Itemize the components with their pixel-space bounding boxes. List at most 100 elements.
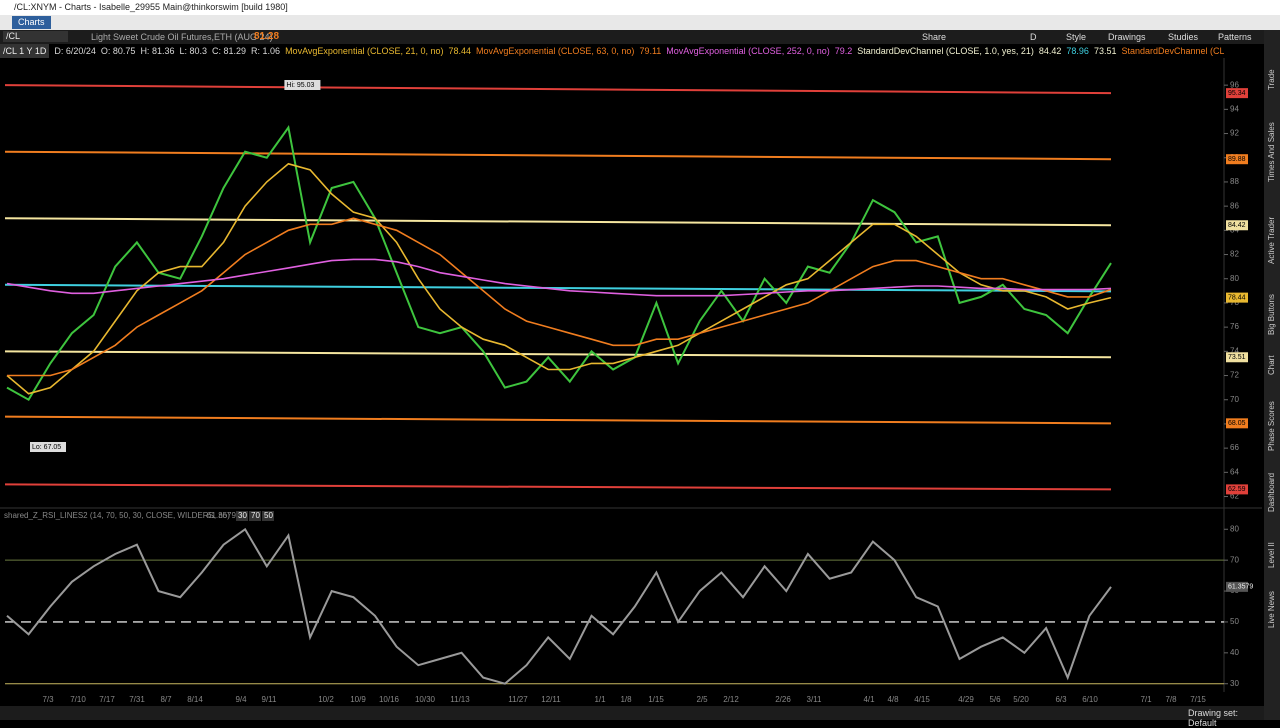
side-tab[interactable]: Dashboard <box>1267 472 1276 512</box>
y-tick-label: 50 <box>1230 617 1239 626</box>
window-title: /CL:XNYM - Charts - Isabelle_29955 Main@… <box>14 2 288 12</box>
y-tick-label: 82 <box>1230 250 1239 259</box>
y-tick-label: 76 <box>1230 322 1239 331</box>
x-tick-label: 11/27 <box>508 695 528 704</box>
y-tick-label: 94 <box>1230 104 1239 113</box>
y-tick-label: 86 <box>1230 201 1239 210</box>
y-tick-label: 70 <box>1230 395 1239 404</box>
side-tab[interactable]: Times And Sales <box>1267 122 1276 182</box>
hi-label-box <box>284 80 321 90</box>
x-tick-label: 10/30 <box>415 695 436 704</box>
price-marker-label: 95.34 <box>1228 90 1246 97</box>
side-tab[interactable]: Trade <box>1267 69 1276 90</box>
header-item: StandardDevChannel (CLOSE, 1.0, yes, 21) <box>857 46 1034 56</box>
header-item: MovAvgExponential (CLOSE, 21, 0, no) <box>285 46 444 56</box>
toolbar-button[interactable]: Drawings <box>1108 32 1146 42</box>
price-marker <box>1226 352 1248 363</box>
channel-line <box>4 415 1112 425</box>
header-item: StandardDevChannel (CLOSE, 2.0, yes, 21) <box>1121 46 1224 56</box>
x-tick-label: 4/8 <box>887 695 899 704</box>
side-tabs: Trade Times And Sales Active Trader Big But… <box>1264 30 1280 720</box>
study-button-label: 70 <box>251 511 260 520</box>
title-bar: /CL:XNYM - Charts - Isabelle_29955 Main@… <box>0 0 1280 15</box>
y-tick-label: 80 <box>1230 274 1239 283</box>
y-tick-label: 70 <box>1230 555 1239 564</box>
x-tick-label: 4/15 <box>914 695 930 704</box>
header-item: D: 6/20/24 <box>54 46 96 56</box>
y-tick-label: 66 <box>1230 443 1239 452</box>
side-tab[interactable]: Phase Scores <box>1267 401 1276 452</box>
side-tab[interactable]: Level II <box>1267 541 1276 568</box>
x-tick-label: 4/29 <box>958 695 974 704</box>
y-tick-label: 80 <box>1230 524 1239 533</box>
toolbar-button[interactable]: Patterns <box>1218 32 1252 42</box>
side-tab[interactable]: Active Trader <box>1267 216 1276 264</box>
x-tick-label: 10/2 <box>318 695 334 704</box>
price-marker-label: 78.44 <box>1228 294 1246 301</box>
x-tick-label: 10/9 <box>350 695 366 704</box>
price-marker <box>1226 292 1248 303</box>
y-tick-label: 88 <box>1230 177 1239 186</box>
x-tick-label: 2/12 <box>723 695 739 704</box>
channel-line <box>4 483 1112 491</box>
side-tab[interactable]: Live News <box>1267 591 1276 629</box>
x-tick-label: 7/15 <box>1190 695 1206 704</box>
side-tab[interactable]: Big Buttons <box>1267 293 1276 335</box>
study-button <box>236 511 248 521</box>
study-header: /CL 1 Y 1D D: 6/20/24 O: 80.75 H: 81.36 L: … <box>0 44 1224 58</box>
x-tick-label: 3/11 <box>807 695 823 704</box>
x-tick-label: 1/15 <box>648 695 664 704</box>
lo-label-box <box>30 442 66 452</box>
moving-average <box>7 217 1112 377</box>
toolbar-button[interactable]: Style <box>1066 32 1087 42</box>
chart-area: 6264666870727476788082848688909294963040… <box>0 58 1262 704</box>
price-marker-label: 84.42 <box>1228 222 1246 229</box>
x-tick-label: 2/26 <box>775 695 791 704</box>
aggregation[interactable]: D <box>1030 32 1037 42</box>
study-value: 61.3579 <box>207 511 236 520</box>
header-item: 84.42 <box>1038 46 1062 56</box>
side-tab[interactable]: Chart <box>1267 355 1276 375</box>
x-tick-label: 4/1 <box>863 695 875 704</box>
header-item: R: 1.06 <box>251 46 281 56</box>
tab-row: Charts <box>0 15 1280 30</box>
drawing-set: Drawing set: Default <box>1188 708 1239 728</box>
channel-line <box>4 350 1112 359</box>
toolbar-button[interactable]: Studies <box>1168 32 1199 42</box>
price-marker-label: 73.51 <box>1228 354 1246 361</box>
study-button-label: 50 <box>264 511 273 520</box>
chart-label: /CL 1 Y 1D <box>0 44 50 58</box>
price-marker-label: 62.59 <box>1228 486 1246 493</box>
x-tick-label: 9/4 <box>235 695 247 704</box>
x-tick-label: 8/14 <box>187 695 203 704</box>
x-tick-label: 2/5 <box>696 695 708 704</box>
x-tick-label: 5/20 <box>1013 695 1029 704</box>
header-item: L: 80.3 <box>179 46 207 56</box>
moving-average <box>6 162 1112 395</box>
x-tick-label: 7/1 <box>1140 695 1152 704</box>
y-tick-label: 62 <box>1230 492 1239 501</box>
channel-line <box>4 84 1112 95</box>
toolbar: /CL Light Sweet Crude Oil Futures,ETH (A… <box>0 30 1264 44</box>
price-marker-label: 61.3579 <box>1228 584 1253 591</box>
price-marker <box>1226 581 1248 592</box>
channel-line <box>4 283 1112 293</box>
toolbar-button[interactable]: Share <box>922 32 947 42</box>
channel-line <box>4 150 1112 161</box>
price-marker-label: 89.88 <box>1228 156 1246 163</box>
price-marker <box>1226 88 1248 99</box>
symbol-box[interactable]: /CL <box>3 31 68 42</box>
header-item: 79.2 <box>834 46 853 56</box>
hi-label: Hi: 95.03 <box>286 82 314 89</box>
y-tick-label: 74 <box>1230 346 1239 355</box>
header-item: 79.11 <box>639 46 662 56</box>
x-tick-label: 7/17 <box>99 695 115 704</box>
x-tick-label: 8/7 <box>160 695 172 704</box>
x-tick-label: 10/16 <box>379 695 400 704</box>
symbol-description: Light Sweet Crude Oil Futures,ETH (AUG 2… <box>91 32 273 42</box>
study-button <box>262 511 274 521</box>
x-tick-label: 5/6 <box>989 695 1001 704</box>
tab[interactable]: Charts <box>12 16 51 29</box>
x-tick-label: 1/1 <box>594 695 606 704</box>
x-tick-label: 7/8 <box>1165 695 1177 704</box>
